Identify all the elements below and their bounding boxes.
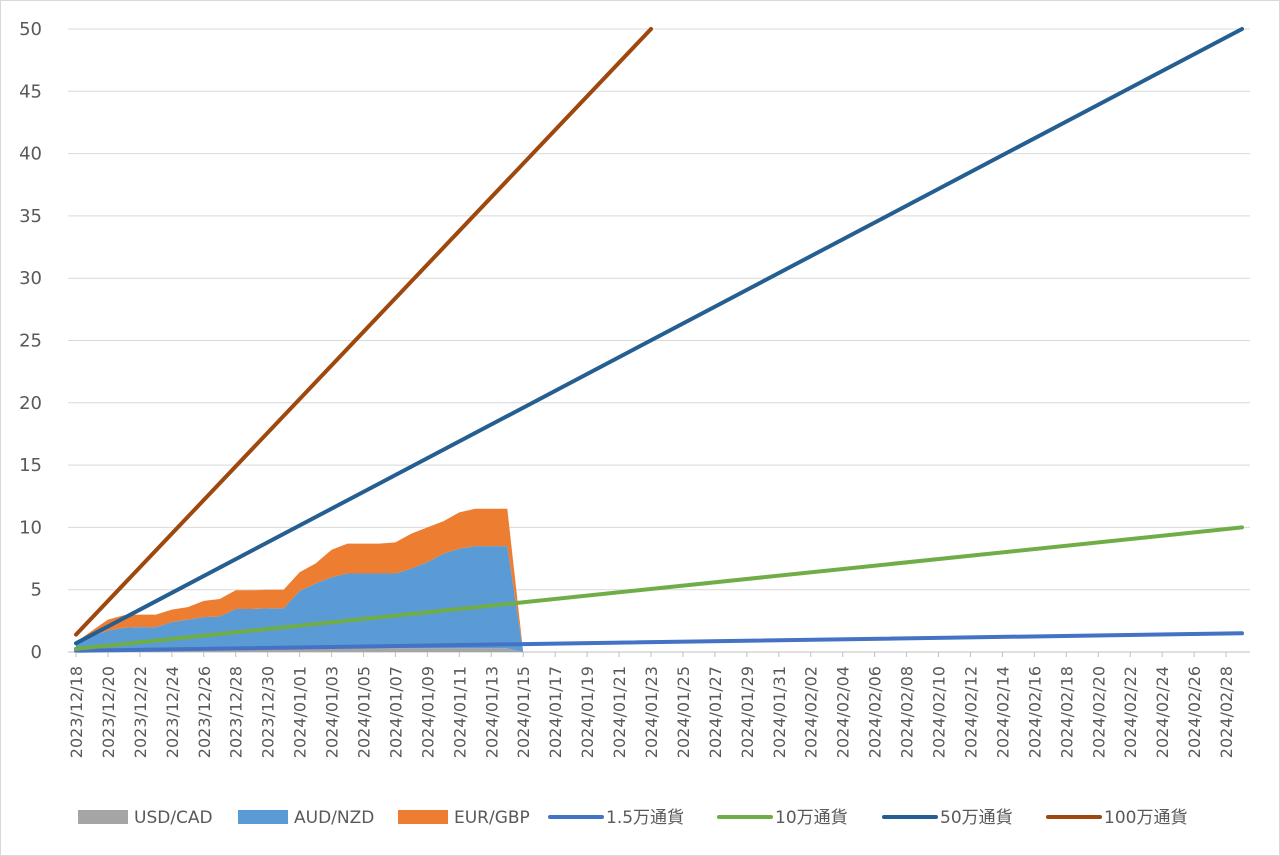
legend-label: 100万通貨: [1104, 808, 1187, 828]
y-tick-label: 30: [19, 268, 42, 289]
line-series-3: [74, 27, 1244, 646]
x-tick-label: 2024/01/13: [482, 666, 501, 758]
area-aud-nzd: [76, 546, 524, 652]
y-tick-label: 10: [19, 517, 42, 538]
x-tick-label: 2024/01/01: [291, 666, 310, 758]
x-tick-label: 2024/02/26: [1185, 666, 1204, 758]
legend-label: EUR/GBP: [454, 808, 530, 828]
x-tick-label: 2023/12/18: [67, 666, 86, 758]
line-series-2: [74, 525, 1244, 651]
x-tick-label: 2024/01/05: [355, 666, 374, 758]
x-tick-label: 2024/01/29: [738, 666, 757, 758]
x-tick-label: 2024/01/03: [323, 666, 342, 758]
legend-label: 1.5万通貨: [606, 808, 684, 828]
x-tick-label: 2024/02/12: [961, 666, 980, 758]
x-tick-label: 2023/12/22: [131, 666, 150, 758]
x-tick-label: 2024/01/07: [386, 666, 405, 758]
line-series-1: [74, 631, 1244, 653]
y-tick-label: 40: [19, 144, 42, 165]
x-tick-label: 2024/02/14: [993, 666, 1012, 758]
y-tick-label: 20: [19, 393, 42, 414]
x-tick-label: 2024/01/17: [546, 666, 565, 758]
y-axis-ticks: 0 5 10 15 20 25 30 35 40 45 50: [19, 19, 42, 663]
area-eur-gbp: [76, 508, 524, 652]
legend-label: 10万通貨: [775, 808, 848, 828]
y-tick-label: 45: [19, 81, 42, 102]
x-tick-label: 2024/01/27: [706, 666, 725, 758]
x-tick-label: 2024/01/21: [610, 666, 629, 758]
x-tick-label: 2024/01/11: [450, 666, 469, 758]
x-tick-label: 2024/02/04: [834, 666, 853, 758]
line-series: [74, 27, 1244, 653]
x-tick-label: 2024/02/20: [1089, 666, 1108, 758]
legend: USD/CAD AUD/NZD EUR/GBP 1.5万通貨 10万通貨 50万通貨 100…: [78, 808, 1187, 828]
x-tick-label: 2023/12/20: [99, 666, 118, 758]
legend-label: AUD/NZD: [294, 808, 374, 828]
legend-swatch: [78, 810, 128, 824]
x-tick-label: 2024/01/15: [514, 666, 533, 758]
y-tick-label: 25: [19, 331, 42, 352]
y-tick-label: 5: [31, 580, 42, 601]
x-tick-label: 2024/02/06: [866, 666, 885, 758]
legend-label: USD/CAD: [134, 808, 213, 828]
x-tick-label: 2024/02/18: [1057, 666, 1076, 758]
x-tick-label: 2023/12/24: [163, 666, 182, 758]
x-tick-label: 2024/02/10: [930, 666, 949, 758]
x-tick-label: 2024/02/28: [1217, 666, 1236, 758]
legend-swatch: [398, 810, 448, 824]
y-tick-label: 35: [19, 206, 42, 227]
grid: [68, 28, 1250, 653]
x-tick-label: 2024/01/25: [674, 666, 693, 758]
x-axis-ticks: 2023/12/18 2023/12/20 2023/12/22 2023/12/24…: [67, 652, 1236, 758]
x-tick-label: 2023/12/30: [259, 666, 278, 758]
x-tick-label: 2024/01/19: [578, 666, 597, 758]
legend-swatch: [238, 810, 288, 824]
y-tick-label: 0: [31, 642, 42, 663]
x-tick-label: 2024/02/16: [1025, 666, 1044, 758]
x-tick-label: 2024/01/23: [642, 666, 661, 758]
x-tick-label: 2023/12/26: [195, 666, 214, 758]
y-tick-label: 50: [19, 19, 42, 40]
x-tick-label: 2024/01/31: [770, 666, 789, 758]
x-tick-label: 2023/12/28: [227, 666, 246, 758]
x-tick-label: 2024/02/24: [1153, 666, 1172, 758]
y-tick-label: 15: [19, 455, 42, 476]
x-tick-label: 2024/02/08: [898, 666, 917, 758]
legend-label: 50万通貨: [940, 808, 1013, 828]
x-tick-label: 2024/02/02: [802, 666, 821, 758]
x-tick-label: 2024/02/22: [1121, 666, 1140, 758]
line-series-4: [74, 27, 653, 637]
x-tick-label: 2024/01/09: [418, 666, 437, 758]
